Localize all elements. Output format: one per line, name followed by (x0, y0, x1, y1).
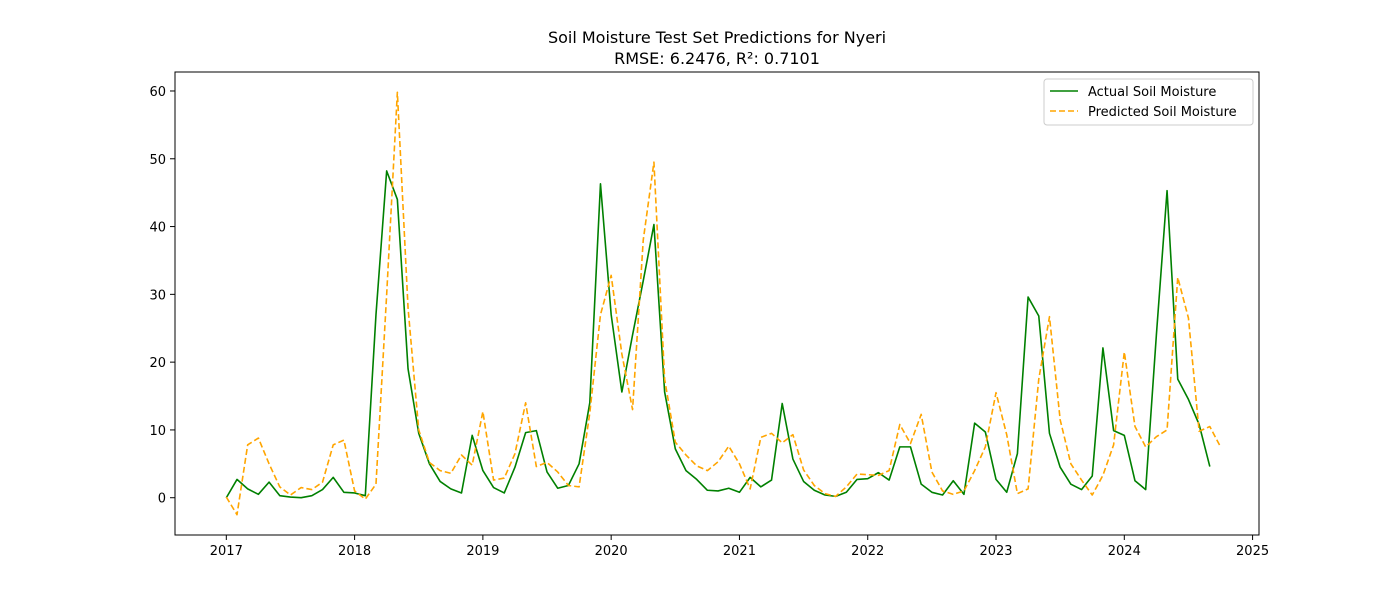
y-axis: 0 10 20 30 40 50 60 (149, 85, 175, 507)
x-axis: 2017 2018 2019 2020 2021 2022 2023 2024 2025 (210, 535, 1269, 559)
x-tick-label: 2020 (595, 544, 628, 559)
chart-title: Soil Moisture Test Set Predictions for N… (548, 28, 886, 47)
x-tick-label: 2019 (466, 544, 499, 559)
series-line-predicted (225, 91, 1222, 516)
plot-area (225, 91, 1222, 516)
x-tick-label: 2024 (1108, 544, 1141, 559)
x-tick-label: 2017 (210, 544, 243, 559)
chart-subtitle: RMSE: 6.2476, R²: 0.7101 (614, 49, 820, 68)
y-tick-label: 50 (149, 153, 166, 168)
y-tick-label: 20 (149, 356, 166, 371)
plot-frame (174, 71, 1260, 536)
legend-label-predicted: Predicted Soil Moisture (1088, 105, 1237, 120)
legend-label-actual: Actual Soil Moisture (1088, 85, 1216, 100)
y-tick-label: 10 (149, 424, 166, 439)
y-tick-label: 0 (158, 492, 166, 507)
y-tick-label: 40 (149, 221, 166, 236)
legend: Actual Soil Moisture Predicted Soil Mois… (1043, 78, 1254, 126)
y-tick-label: 30 (149, 288, 166, 303)
x-tick-label: 2018 (338, 544, 371, 559)
x-tick-label: 2025 (1236, 544, 1269, 559)
y-tick-label: 60 (149, 85, 166, 100)
legend-box (1043, 78, 1254, 126)
x-tick-label: 2021 (723, 544, 756, 559)
x-tick-label: 2023 (979, 544, 1012, 559)
x-tick-label: 2022 (851, 544, 884, 559)
series-line-actual (225, 170, 1211, 499)
